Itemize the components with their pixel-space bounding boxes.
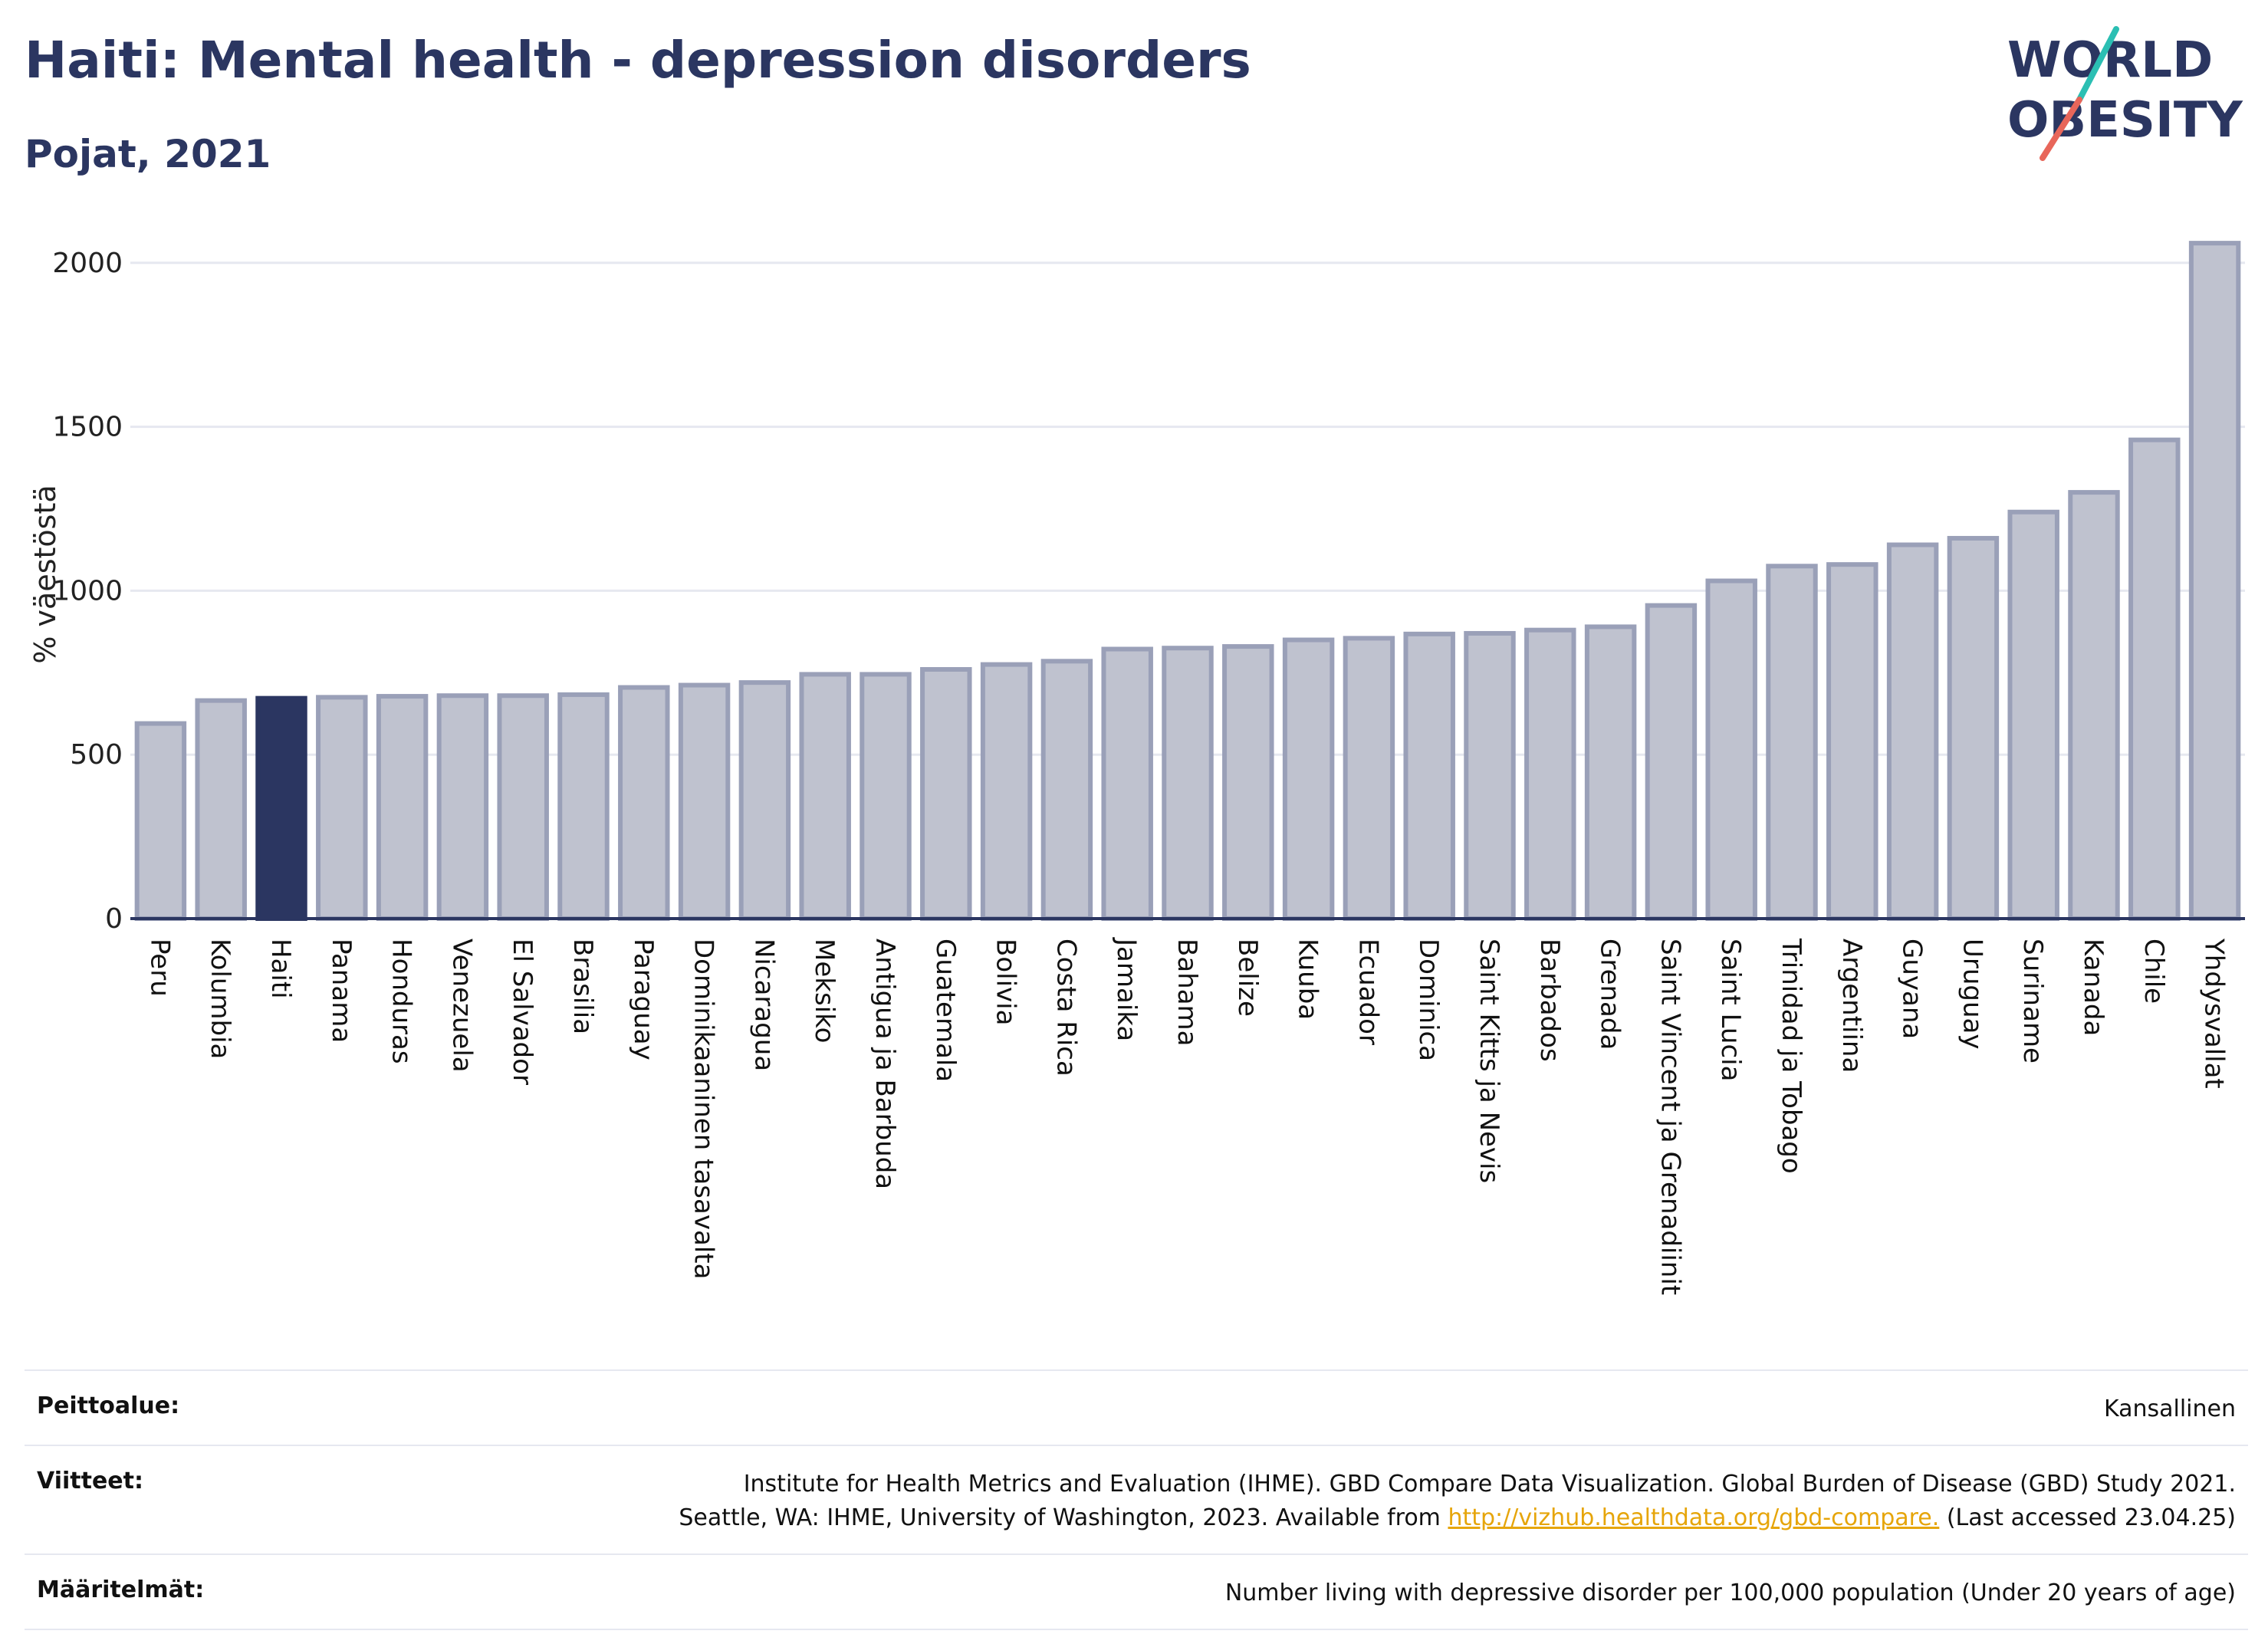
logo-teal-stroke [2076, 26, 2119, 103]
bar [1222, 644, 1274, 921]
x-tick-label: Bahama [1172, 939, 1202, 1047]
footer-row-references: Viitteet: Institute for Health Metrics a… [25, 1445, 2248, 1553]
bar [1101, 646, 1153, 921]
bar [1162, 646, 1214, 921]
x-tick-label: Haiti [265, 939, 296, 999]
chart-subtitle: Pojat, 2021 [25, 132, 271, 176]
x-tick-label: Paraguay [628, 939, 659, 1060]
references-line2-suffix: (Last accessed 23.04.25) [1939, 1504, 2236, 1531]
x-tick-label: Uruguay [1957, 939, 1987, 1050]
bar [618, 685, 670, 921]
bar [738, 680, 791, 921]
bar [678, 682, 731, 921]
definitions-label: Määritelmät: [37, 1576, 205, 1603]
x-tick-label: Yhdysvallat [2199, 938, 2230, 1089]
x-tick-label: Saint Lucia [1715, 939, 1746, 1081]
x-tick-label: Venezuela [446, 939, 477, 1073]
references-link[interactable]: http://vizhub.healthdata.org/gbd-compare… [1448, 1504, 1940, 1531]
y-tick-label: 0 [105, 903, 123, 935]
y-tick-label: 500 [70, 739, 123, 771]
bar [376, 694, 429, 921]
x-tick-label: Nicaragua [748, 939, 779, 1071]
footer-row-definitions: Määritelmät: Number living with depressi… [25, 1553, 2248, 1630]
bar [1826, 562, 1878, 922]
x-tick-label: Honduras [386, 939, 417, 1064]
bar [920, 667, 972, 921]
bar [1403, 631, 1455, 921]
x-tick-label: Trinidad ja Tobago [1776, 938, 1806, 1174]
x-tick-label: Meksiko [809, 939, 840, 1043]
bar [1947, 535, 2000, 921]
x-tick-label: Bolivia [991, 939, 1021, 1025]
logo-red-stroke [2040, 97, 2082, 161]
bar [1464, 630, 1516, 921]
x-tick-label: Brasilia [567, 939, 598, 1034]
x-tick-label: Kanada [2078, 939, 2109, 1036]
bar [1524, 627, 1576, 921]
bar [2128, 437, 2181, 921]
bar [195, 698, 247, 922]
x-tick-label: Dominica [1413, 939, 1444, 1061]
bar [1040, 659, 1093, 921]
references-label: Viitteet: [37, 1468, 143, 1494]
x-tick-label: Saint Vincent ja Grenadiinit [1655, 939, 1685, 1295]
bar [2188, 241, 2241, 922]
bar [316, 695, 368, 921]
logo-line2: OBESITY [2007, 92, 2243, 149]
x-tick-label: Kolumbia [205, 939, 235, 1059]
x-tick-label: Panama [326, 939, 357, 1043]
x-tick-label: Ecuador [1353, 939, 1383, 1045]
y-axis-label: % väestöstä [28, 485, 62, 663]
references-line2-prefix: Seattle, WA: IHME, University of Washing… [679, 1504, 1448, 1531]
definitions-value: Number living with depressive disorder p… [1224, 1580, 2236, 1606]
bar [799, 672, 851, 922]
x-tick-label: Argentiina [1836, 939, 1867, 1073]
bar [134, 721, 187, 921]
x-tick-label: Dominikaaninen tasavalta [689, 939, 719, 1279]
chart-title: Haiti: Mental health - depression disord… [25, 31, 1251, 90]
x-tick-label: Jamaika [1111, 937, 1142, 1041]
bar [255, 695, 307, 921]
bar [2007, 509, 2059, 921]
coverage-value: Kansallinen [2103, 1396, 2236, 1422]
x-tick-label: Guatemala [930, 939, 961, 1082]
world-obesity-logo: WORLD OBESITY [2007, 26, 2243, 161]
y-tick-label: 1500 [52, 412, 123, 443]
x-tick-label: Antigua ja Barbuda [869, 939, 900, 1189]
x-tick-label: El Salvador [507, 939, 537, 1085]
x-tick-label: Belize [1232, 939, 1263, 1017]
x-tick-label: Barbados [1534, 939, 1565, 1062]
x-tick-label: Peru [144, 939, 175, 997]
bar [1343, 636, 1395, 922]
x-tick-label: Chile [2138, 939, 2169, 1004]
bar [1645, 603, 1698, 921]
references-value: Institute for Health Metrics and Evaluat… [679, 1468, 2236, 1535]
bar [1766, 564, 1818, 921]
bar [436, 693, 489, 921]
chart-footer: Peittoalue: Kansallinen Viitteet: Instit… [25, 1369, 2248, 1630]
bar [1584, 624, 1637, 922]
references-line1: Institute for Health Metrics and Evaluat… [743, 1471, 2236, 1498]
bar [1282, 637, 1335, 921]
bar [1705, 578, 1757, 921]
bar [2068, 490, 2120, 921]
x-tick-label: Costa Rica [1050, 939, 1081, 1077]
x-tick-label: Suriname [2017, 939, 2048, 1064]
x-tick-label: Guyana [1897, 939, 1928, 1039]
x-tick-label: Grenada [1595, 939, 1625, 1050]
coverage-label: Peittoalue: [37, 1392, 180, 1419]
y-tick-label: 2000 [52, 248, 123, 279]
bar-chart: 0 500 1000 1500 2000 % väestöstä Peru Kolumbia H… [28, 241, 2245, 1295]
bar [557, 692, 610, 922]
bar [497, 693, 549, 921]
footer-row-coverage: Peittoalue: Kansallinen [25, 1369, 2248, 1445]
x-tick-label: Kuuba [1293, 939, 1323, 1020]
x-tick-label: Saint Kitts ja Nevis [1474, 939, 1504, 1183]
y-tick-label: 1000 [52, 575, 123, 607]
bar [980, 662, 1033, 921]
bar [1886, 542, 1939, 921]
bar [860, 672, 912, 922]
